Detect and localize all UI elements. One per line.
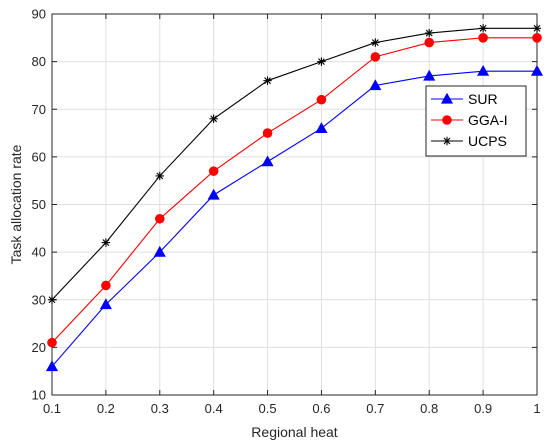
series-gga-i [47,33,542,348]
legend-entry-ucps: UCPS [431,133,507,149]
x-tick-label: 0.9 [474,401,492,416]
data-point-gga-i [424,37,435,48]
data-point-gga-i [316,94,327,105]
y-tick-label: 80 [32,54,46,69]
legend-entry-sur: SUR [431,91,498,107]
data-point-sur [207,188,220,200]
axis-ticks: 0.1 0.2 0.3 0.4 0.5 0.6 0.7 0.8 0.9 1 10 20 30 40 50 60… [32,7,541,417]
legend-marker-sur [440,92,454,104]
legend-label-sur: SUR [468,91,498,107]
x-tick-label: 0.4 [205,401,223,416]
y-tick-label: 10 [32,388,46,403]
data-point-ucps [155,171,164,181]
y-tick-label: 70 [32,102,46,117]
x-tick-label: 0.6 [312,401,330,416]
x-tick-label: 1 [533,401,540,416]
data-point-ucps [209,114,218,123]
x-tick-label: 0.2 [97,401,115,416]
data-point-ucps [317,57,326,66]
data-point-gga-i [154,213,165,224]
data-point-gga-i [478,33,488,43]
series-line-ucps [51,27,537,301]
data-point-ucps [263,76,272,85]
legend-entry-gga-i: GGA-I [431,112,508,128]
x-tick-label: 0.5 [259,401,277,416]
series-sur [45,64,544,372]
data-point-sur [261,155,274,167]
legend-label-ucps: UCPS [468,133,507,149]
y-axis-label: Task allocation rate [8,144,24,264]
x-tick-label: 0.3 [151,401,169,416]
legend: SUR GGA-I UCPS [425,85,527,157]
data-point-ucps [478,24,488,33]
series-group [45,24,544,372]
x-tick-label: 0.7 [366,401,384,416]
data-point-gga-i [208,166,219,176]
data-point-ucps [371,38,380,47]
data-point-sur [315,122,328,133]
y-tick-label: 30 [32,292,46,307]
data-point-gga-i [370,52,381,62]
series-line-gga-i [51,37,537,343]
y-tick-label: 40 [32,245,46,260]
data-point-gga-i [262,128,273,138]
y-tick-label: 60 [32,149,46,164]
data-point-gga-i [532,33,542,43]
legend-label-gga-i: GGA-I [468,112,508,128]
data-point-ucps [47,295,57,304]
x-tick-label: 0.8 [420,401,438,416]
y-tick-label: 20 [32,340,46,355]
data-point-sur [99,298,112,310]
series-ucps [47,24,542,304]
y-tick-label: 50 [32,197,46,212]
legend-marker-gga-i [442,115,452,125]
data-point-sur [153,245,166,257]
y-tick-label: 90 [32,7,46,22]
data-point-sur [477,64,490,76]
data-point-ucps [532,24,542,33]
data-point-sur [45,360,59,372]
x-axis-label: Regional heat [251,424,338,440]
x-tick-label: 0.1 [43,401,61,416]
legend-marker-ucps [442,136,452,146]
data-point-gga-i [101,280,111,291]
data-point-gga-i [47,337,57,348]
data-point-ucps [101,238,111,247]
series-line-sur [51,70,537,367]
data-point-sur [423,69,436,81]
data-point-sur [369,79,382,91]
data-point-ucps [425,28,434,38]
data-point-sur [530,64,544,76]
